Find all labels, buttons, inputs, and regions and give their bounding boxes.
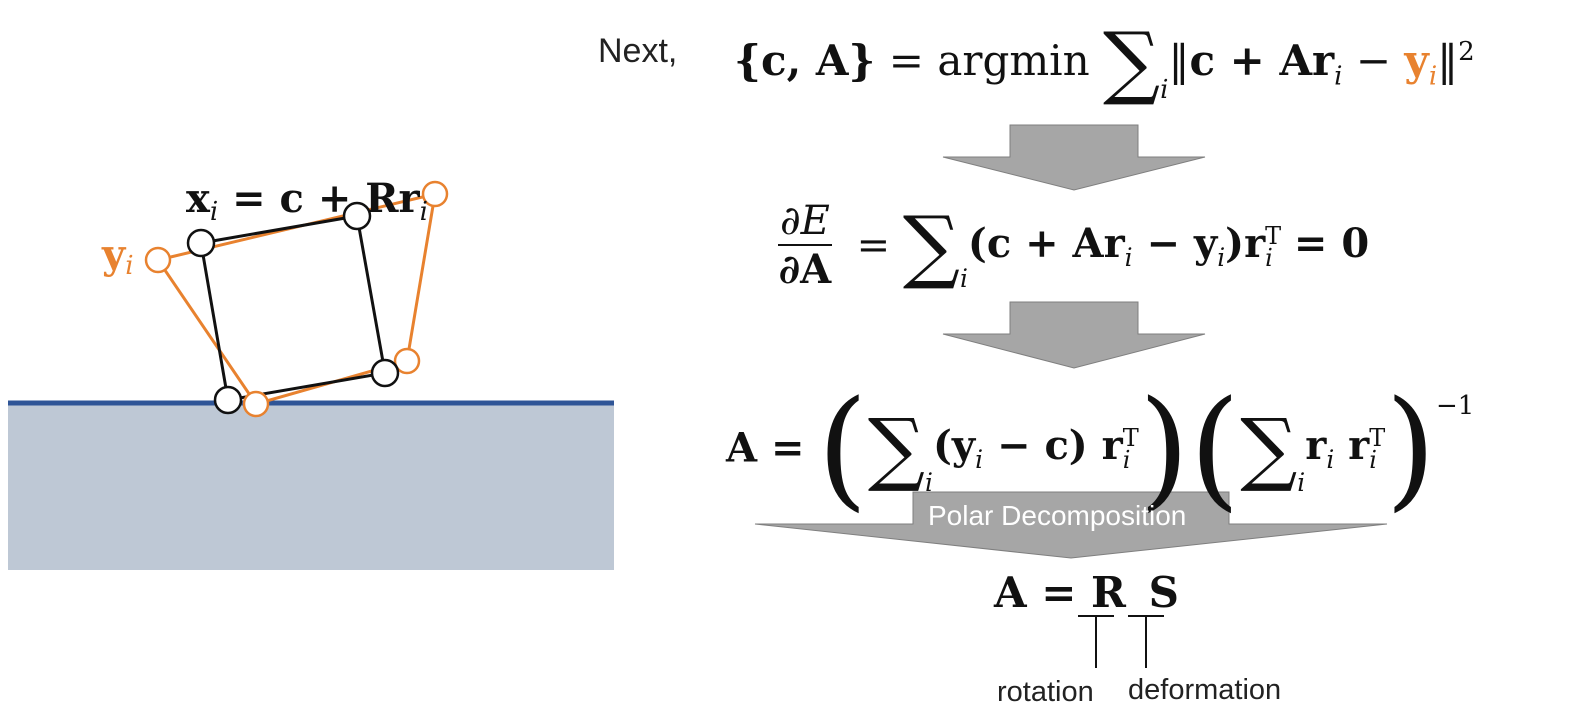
polar-decomposition-label: Polar Decomposition	[928, 500, 1187, 531]
rigid-vertex	[370, 358, 400, 388]
deformation-label: deformation	[1128, 674, 1282, 706]
deformation-matrix: S	[1148, 568, 1179, 617]
rotation-bracket	[1078, 615, 1114, 668]
rigid-vertex	[186, 228, 216, 258]
target-vertex	[242, 390, 270, 418]
down-arrow	[942, 124, 1206, 191]
objective-equation: {c, A} = argmin ∑i‖c + Ari − yi‖2	[734, 15, 1475, 108]
target-vertex	[144, 246, 172, 274]
ground-block	[8, 404, 614, 570]
polar-decomposition-arrow	[754, 491, 1388, 559]
rotation-label: rotation	[997, 676, 1094, 708]
target-vertex	[421, 180, 449, 208]
rigid-shape-equation: xi = c + Rri	[186, 175, 428, 227]
rotation-matrix: R	[1091, 568, 1126, 617]
rigid-vertex	[213, 385, 243, 415]
rigid-vertex	[342, 201, 372, 231]
target-vertex	[393, 347, 421, 375]
deformation-bracket	[1128, 615, 1164, 668]
down-arrow	[942, 301, 1206, 369]
decomposition-equation: A = R S	[994, 568, 1179, 617]
intro-word: Next,	[598, 32, 678, 70]
target-label: yi	[101, 231, 134, 281]
shape-matching-diagram: xi = c + Rri yi	[8, 175, 614, 570]
